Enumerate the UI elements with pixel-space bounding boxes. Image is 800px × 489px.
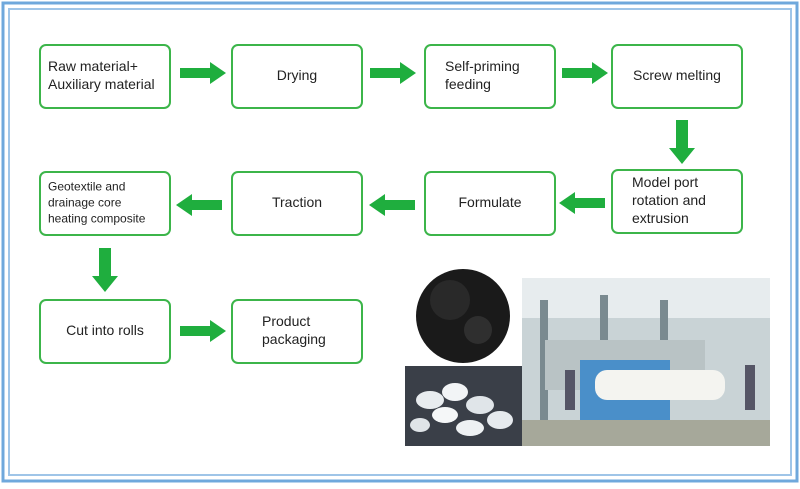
process-step: Drying	[231, 44, 363, 109]
process-step: Geotextile and drainage core heating compo…	[39, 171, 171, 236]
step-label: Model port	[632, 174, 698, 190]
flow-arrow	[180, 320, 226, 342]
step-box	[231, 299, 363, 364]
step-box	[424, 171, 556, 236]
step-label: Formulate	[458, 194, 521, 210]
process-step: Formulate	[424, 171, 556, 236]
process-step: Model port rotation and extrusion	[611, 169, 743, 234]
step-box	[39, 44, 171, 109]
step-label: Traction	[272, 194, 322, 210]
step-label: rotation and	[632, 192, 706, 208]
step-label: drainage core	[48, 196, 122, 210]
photo-factory	[522, 278, 770, 446]
step-label: Self-priming	[445, 58, 520, 74]
process-step: Self-priming feeding	[424, 44, 556, 109]
flow-arrow	[370, 62, 416, 84]
process-step: Product packaging	[231, 299, 363, 364]
step-label: extrusion	[632, 210, 689, 226]
step-box	[39, 171, 171, 236]
step-label: Cut into rolls	[66, 322, 144, 338]
photo-white-pellets	[405, 366, 522, 446]
step-label: feeding	[445, 76, 491, 92]
process-step: Cut into rolls	[39, 299, 171, 364]
flow-arrow	[176, 194, 222, 216]
step-box	[611, 44, 743, 109]
flow-arrow	[180, 62, 226, 84]
flow-arrow	[369, 194, 415, 216]
step-label: Auxiliary material	[48, 76, 155, 92]
step-label: Drying	[277, 67, 317, 83]
step-box	[39, 299, 171, 364]
step-label: Screw melting	[633, 67, 721, 83]
flow-arrow	[562, 62, 608, 84]
step-box	[611, 169, 743, 234]
process-step: Screw melting	[611, 44, 743, 109]
step-label: Raw material+	[48, 58, 138, 74]
step-label: Product	[262, 313, 310, 329]
step-label: packaging	[262, 331, 326, 347]
flow-arrow	[669, 120, 695, 164]
step-label: Geotextile and	[48, 180, 125, 194]
flow-arrow	[559, 192, 605, 214]
step-box	[231, 171, 363, 236]
process-step: Raw material+ Auxiliary material	[39, 44, 171, 109]
step-box	[424, 44, 556, 109]
process-step: Traction	[231, 171, 363, 236]
photo-black-pellets	[405, 268, 522, 366]
step-label: heating composite	[48, 212, 146, 226]
flow-arrow	[92, 248, 118, 292]
inner-frame	[8, 8, 792, 476]
step-box	[231, 44, 363, 109]
